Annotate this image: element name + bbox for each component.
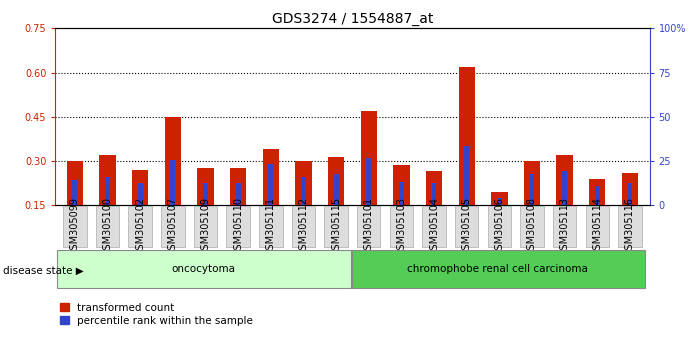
Text: GSM305113: GSM305113 <box>560 197 569 256</box>
Text: GSM305108: GSM305108 <box>527 197 537 256</box>
Bar <box>627 183 632 250</box>
Bar <box>459 67 475 250</box>
FancyBboxPatch shape <box>129 206 152 247</box>
FancyBboxPatch shape <box>520 206 544 247</box>
Bar <box>524 161 540 250</box>
Bar <box>328 156 344 250</box>
Bar <box>171 160 176 250</box>
Text: disease state ▶: disease state ▶ <box>3 266 84 276</box>
FancyBboxPatch shape <box>357 206 381 247</box>
Bar <box>432 183 437 250</box>
Text: GSM305104: GSM305104 <box>429 197 439 256</box>
FancyBboxPatch shape <box>422 206 446 247</box>
Text: GSM305103: GSM305103 <box>397 197 406 256</box>
Text: GSM305105: GSM305105 <box>462 197 472 256</box>
Text: oncocytoma: oncocytoma <box>172 264 236 274</box>
Bar <box>497 198 502 250</box>
Legend: transformed count, percentile rank within the sample: transformed count, percentile rank withi… <box>61 303 253 326</box>
Bar <box>334 175 339 250</box>
Bar <box>268 164 273 250</box>
FancyBboxPatch shape <box>63 206 86 247</box>
Bar <box>595 186 600 250</box>
Bar <box>236 183 240 250</box>
Bar <box>105 177 110 250</box>
Bar <box>164 117 181 250</box>
Bar <box>295 161 312 250</box>
Bar <box>529 175 534 250</box>
Bar <box>100 155 115 250</box>
Bar <box>426 171 442 250</box>
FancyBboxPatch shape <box>618 206 642 247</box>
Text: GSM305102: GSM305102 <box>135 197 145 256</box>
Bar <box>589 179 605 250</box>
Bar <box>393 166 410 250</box>
Bar <box>562 171 567 250</box>
FancyBboxPatch shape <box>161 206 184 247</box>
Bar <box>198 169 214 250</box>
Bar <box>132 170 149 250</box>
Text: GSM305099: GSM305099 <box>70 197 80 256</box>
Bar <box>230 169 246 250</box>
Bar <box>366 158 371 250</box>
FancyBboxPatch shape <box>193 206 217 247</box>
Text: GSM305100: GSM305100 <box>102 197 113 256</box>
Bar <box>203 183 208 250</box>
FancyBboxPatch shape <box>259 206 283 247</box>
FancyBboxPatch shape <box>324 206 348 247</box>
Text: GSM305109: GSM305109 <box>200 197 211 256</box>
Bar <box>361 111 377 250</box>
FancyBboxPatch shape <box>585 206 609 247</box>
FancyBboxPatch shape <box>57 250 351 288</box>
Text: GSM305114: GSM305114 <box>592 197 603 256</box>
Text: GSM305111: GSM305111 <box>266 197 276 256</box>
Text: GSM305110: GSM305110 <box>233 197 243 256</box>
Bar <box>556 155 573 250</box>
Text: GSM305116: GSM305116 <box>625 197 635 256</box>
FancyBboxPatch shape <box>455 206 478 247</box>
FancyBboxPatch shape <box>292 206 315 247</box>
FancyBboxPatch shape <box>553 206 576 247</box>
Text: GSM305115: GSM305115 <box>331 197 341 256</box>
Bar <box>67 161 83 250</box>
Bar <box>491 192 507 250</box>
Text: GSM305101: GSM305101 <box>363 197 374 256</box>
Bar <box>263 149 279 250</box>
FancyBboxPatch shape <box>352 250 645 288</box>
FancyBboxPatch shape <box>390 206 413 247</box>
FancyBboxPatch shape <box>227 206 250 247</box>
Bar <box>138 183 142 250</box>
Text: GSM305112: GSM305112 <box>299 197 308 256</box>
Bar <box>301 177 306 250</box>
Bar <box>464 146 469 250</box>
Title: GDS3274 / 1554887_at: GDS3274 / 1554887_at <box>272 12 433 26</box>
Text: chromophobe renal cell carcinoma: chromophobe renal cell carcinoma <box>407 264 588 274</box>
FancyBboxPatch shape <box>96 206 120 247</box>
Text: GSM305107: GSM305107 <box>168 197 178 256</box>
FancyBboxPatch shape <box>488 206 511 247</box>
Bar <box>73 180 77 250</box>
Bar <box>399 182 404 250</box>
Bar <box>622 173 638 250</box>
Text: GSM305106: GSM305106 <box>494 197 504 256</box>
